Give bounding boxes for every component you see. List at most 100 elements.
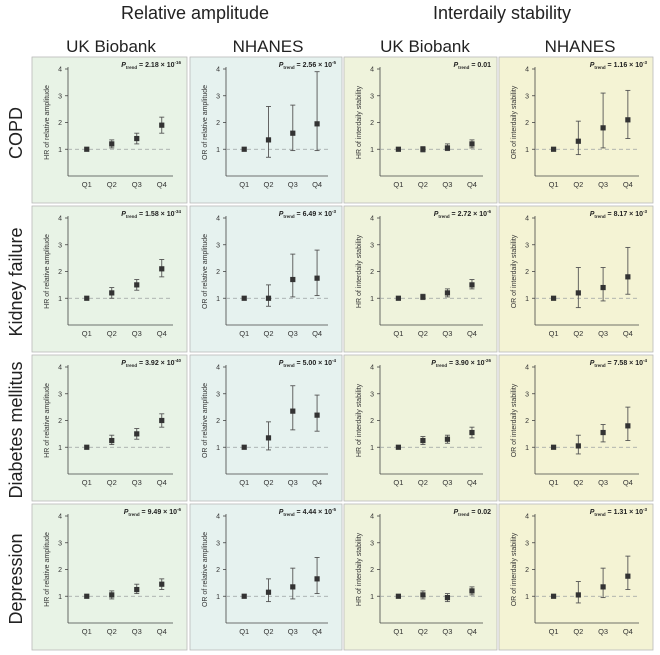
p-symbol: P (590, 211, 595, 218)
y-tick-label: 2 (525, 269, 529, 276)
point-estimate (265, 589, 272, 595)
p-trend-label: Ptrend = 2.72 × 10-6 (434, 209, 492, 219)
point-estimate (290, 276, 296, 283)
p-exponent: -40 (174, 358, 181, 363)
p-trend-label: Ptrend = 8.17 × 10-3 (590, 209, 648, 219)
p-symbol: P (279, 211, 284, 218)
x-tick-label: Q2 (107, 627, 117, 636)
point-estimate (550, 593, 557, 599)
p-symbol: P (124, 509, 129, 516)
y-axis-label: OR of relative amplitude (202, 383, 209, 458)
x-tick-label: Q1 (82, 627, 92, 636)
x-tick-label: Q3 (132, 478, 142, 487)
p-subscript: trend (458, 512, 470, 517)
p-exponent: -4 (332, 358, 336, 363)
y-tick-label: 1 (525, 296, 529, 303)
y-tick-label: 2 (525, 120, 529, 127)
x-tick-label: Q4 (157, 627, 167, 636)
x-tick-label: Q4 (157, 478, 167, 487)
x-tick-label: Q3 (288, 180, 298, 189)
y-tick-label: 3 (525, 242, 529, 249)
row-label-copd: COPD (6, 107, 26, 159)
x-tick-label: Q3 (598, 478, 608, 487)
x-tick-label: Q4 (157, 329, 167, 338)
p-subscript: trend (283, 65, 295, 70)
point-estimate (159, 581, 165, 587)
y-axis-label: OR of relative amplitude (202, 85, 209, 160)
panel-background (343, 205, 498, 353)
y-tick-label: 1 (58, 296, 62, 303)
point-estimate (420, 294, 426, 300)
y-tick-label: 4 (370, 365, 374, 372)
panel-background (343, 354, 498, 502)
x-tick-label: Q3 (132, 627, 142, 636)
point-estimate (444, 145, 451, 151)
point-estimate (469, 588, 475, 594)
panel-background (498, 56, 654, 204)
p-subscript: trend (126, 214, 138, 219)
y-tick-label: 2 (525, 567, 529, 574)
point-estimate (265, 295, 272, 301)
y-tick-label: 4 (58, 514, 62, 521)
x-tick-label: Q4 (157, 180, 167, 189)
point-estimate (290, 408, 296, 414)
p-symbol: P (121, 211, 126, 218)
y-tick-label: 3 (525, 540, 529, 547)
x-tick-label: Q4 (623, 627, 633, 636)
x-tick-label: Q2 (107, 180, 117, 189)
point-estimate (314, 121, 320, 127)
y-tick-label: 2 (216, 120, 220, 127)
p-subscript: trend (458, 65, 470, 70)
p-value: = 1.31 × 10 (606, 509, 643, 516)
point-estimate (134, 135, 140, 142)
x-tick-label: Q1 (549, 478, 559, 487)
p-exponent: -6 (487, 209, 491, 214)
x-tick-label: Q2 (573, 627, 583, 636)
p-exponent: -5 (332, 60, 336, 65)
y-tick-label: 1 (370, 147, 374, 154)
x-tick-label: Q2 (418, 478, 428, 487)
y-tick-label: 1 (58, 445, 62, 452)
y-axis-label: OR of relative amplitude (202, 532, 209, 607)
y-axis-label: HR of relative amplitude (44, 85, 51, 160)
point-estimate (265, 137, 272, 143)
y-axis-label: OR of interdaily stability (511, 383, 518, 457)
x-tick-label: Q3 (288, 478, 298, 487)
point-estimate (420, 592, 426, 598)
x-tick-label: Q4 (467, 627, 477, 636)
x-tick-label: Q1 (82, 478, 92, 487)
x-tick-label: Q2 (107, 329, 117, 338)
panel-1-3: 1 2 3 4 HR of interdaily stability Ptrend = 0… (343, 56, 498, 204)
x-tick-label: Q1 (239, 627, 249, 636)
p-trend-label: Ptrend = 9.49 × 10-6 (124, 507, 182, 517)
p-symbol: P (279, 62, 284, 69)
y-tick-label: 3 (370, 242, 374, 249)
y-tick-label: 4 (525, 67, 529, 74)
p-exponent: -34 (174, 209, 181, 214)
panel-background (31, 56, 188, 204)
y-tick-label: 3 (216, 93, 220, 100)
x-tick-label: Q2 (418, 329, 428, 338)
x-tick-label: Q3 (288, 329, 298, 338)
point-estimate (395, 295, 401, 301)
y-tick-label: 2 (370, 418, 374, 425)
p-trend-label: Ptrend = 1.58 × 10-34 (121, 209, 181, 219)
x-tick-label: Q2 (573, 478, 583, 487)
p-symbol: P (279, 360, 284, 367)
point-estimate (600, 584, 606, 590)
point-estimate (395, 444, 401, 450)
y-tick-label: 1 (370, 594, 374, 601)
point-estimate (575, 290, 581, 296)
y-tick-label: 3 (216, 391, 220, 398)
p-subscript: trend (283, 214, 295, 219)
x-tick-label: Q2 (263, 329, 273, 338)
y-tick-label: 2 (370, 567, 374, 574)
y-tick-label: 2 (216, 418, 220, 425)
p-exponent: -5 (332, 507, 336, 512)
x-tick-label: Q1 (239, 180, 249, 189)
point-estimate (625, 117, 631, 123)
x-tick-label: Q2 (263, 478, 273, 487)
point-estimate (109, 437, 115, 444)
y-tick-label: 1 (370, 296, 374, 303)
p-value: = 3.90 × 10 (447, 360, 484, 367)
